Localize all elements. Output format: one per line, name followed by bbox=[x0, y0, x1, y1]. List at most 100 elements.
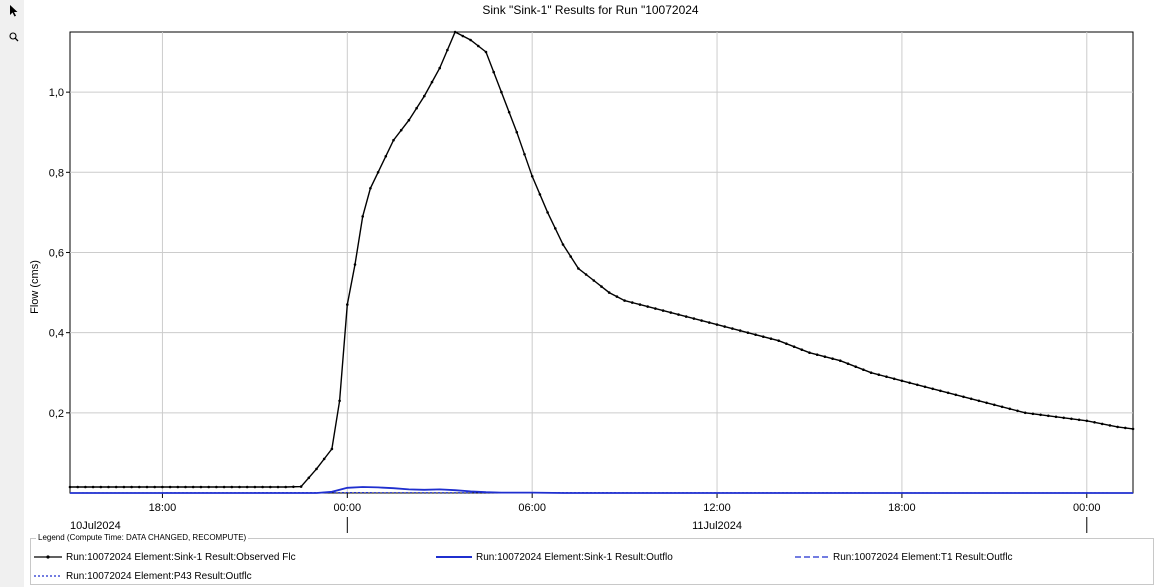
data-point bbox=[607, 291, 611, 294]
data-point bbox=[731, 327, 734, 330]
data-point bbox=[623, 299, 626, 302]
legend-label: Run:10072024 Element:P43 Result:Outflc bbox=[66, 570, 252, 582]
data-point bbox=[877, 373, 881, 377]
data-point bbox=[692, 317, 696, 320]
data-point bbox=[199, 485, 203, 489]
data-point bbox=[1031, 412, 1035, 416]
data-point bbox=[792, 345, 796, 349]
data-point bbox=[800, 348, 804, 352]
data-point bbox=[477, 44, 480, 48]
data-point bbox=[931, 387, 934, 391]
data-point bbox=[723, 325, 726, 328]
data-point bbox=[546, 211, 549, 214]
magnifier-icon[interactable] bbox=[6, 29, 22, 45]
legend-swatch-t1-outflow bbox=[795, 556, 829, 558]
data-point bbox=[600, 285, 603, 288]
data-point bbox=[145, 485, 149, 489]
data-point bbox=[500, 90, 503, 94]
x-tick-label: 18:00 bbox=[888, 502, 916, 514]
data-point bbox=[523, 153, 526, 156]
data-point bbox=[993, 403, 996, 407]
data-point bbox=[245, 485, 249, 489]
data-point bbox=[76, 485, 79, 489]
data-point bbox=[815, 353, 819, 357]
data-point bbox=[1062, 416, 1065, 420]
y-tick-label: 0,2 bbox=[49, 408, 64, 420]
data-point bbox=[715, 323, 719, 326]
data-point bbox=[492, 70, 496, 74]
data-point bbox=[469, 38, 472, 42]
data-point bbox=[846, 362, 850, 366]
data-point bbox=[446, 48, 449, 52]
data-point bbox=[138, 485, 141, 489]
data-point bbox=[677, 313, 680, 316]
data-point bbox=[1108, 424, 1112, 427]
data-point bbox=[261, 485, 264, 489]
legend-label: Run:10072024 Element:Sink-1 Result:Outfl… bbox=[476, 551, 673, 563]
legend-item-t1-outflow[interactable]: Run:10072024 Element:T1 Result:Outflc bbox=[795, 550, 1013, 564]
x-tick-label: 12:00 bbox=[703, 502, 731, 514]
data-point bbox=[777, 339, 780, 343]
data-point bbox=[1070, 417, 1073, 421]
data-point bbox=[939, 389, 942, 393]
data-point bbox=[969, 397, 973, 401]
legend-item-sink-outflow[interactable]: Run:10072024 Element:Sink-1 Result:Outfl… bbox=[436, 550, 673, 564]
data-point bbox=[461, 34, 465, 38]
data-point bbox=[353, 263, 357, 266]
data-point bbox=[346, 303, 349, 306]
data-point bbox=[307, 476, 311, 480]
data-point bbox=[484, 50, 488, 54]
data-point bbox=[191, 485, 195, 489]
y-tick-label: 0,4 bbox=[49, 328, 64, 340]
data-point bbox=[754, 333, 757, 337]
data-point bbox=[908, 381, 911, 385]
data-point bbox=[592, 279, 596, 282]
data-point bbox=[954, 393, 958, 397]
data-point bbox=[1016, 409, 1019, 413]
data-point bbox=[438, 66, 442, 70]
data-point bbox=[839, 359, 842, 363]
x-tick-label: 18:00 bbox=[149, 502, 177, 514]
data-point bbox=[646, 305, 649, 308]
y-tick-label: 0,6 bbox=[49, 247, 64, 259]
y-tick-label: 1,0 bbox=[49, 87, 64, 99]
data-point bbox=[507, 110, 511, 114]
data-point bbox=[176, 485, 180, 489]
data-point bbox=[215, 485, 218, 489]
legend-item-p43-outflow[interactable]: Run:10072024 Element:P43 Result:Outflc bbox=[34, 569, 252, 583]
data-point bbox=[91, 485, 95, 489]
data-point bbox=[1047, 414, 1050, 418]
data-point bbox=[900, 379, 904, 383]
date-label: 11Jul2024 bbox=[692, 520, 742, 532]
data-point bbox=[561, 243, 565, 246]
data-point bbox=[762, 335, 765, 339]
data-point bbox=[530, 175, 534, 178]
data-point bbox=[315, 467, 318, 471]
data-point bbox=[161, 485, 164, 489]
data-point bbox=[615, 295, 619, 298]
data-point bbox=[638, 303, 642, 306]
data-point bbox=[168, 485, 172, 489]
data-point bbox=[985, 401, 988, 405]
data-point bbox=[430, 80, 434, 84]
data-point bbox=[453, 30, 457, 34]
data-point bbox=[892, 377, 896, 381]
legend-item-observed[interactable]: Run:10072024 Element:Sink-1 Result:Obser… bbox=[34, 550, 296, 564]
data-point bbox=[569, 255, 572, 258]
data-point bbox=[1116, 425, 1119, 429]
data-point bbox=[923, 385, 927, 389]
data-point bbox=[84, 485, 87, 489]
legend-swatch-observed bbox=[34, 555, 62, 559]
data-point bbox=[322, 457, 326, 461]
cursor-arrow-icon[interactable] bbox=[6, 3, 22, 19]
data-point bbox=[885, 375, 888, 379]
data-point bbox=[738, 329, 742, 332]
data-point bbox=[1077, 418, 1081, 422]
data-point bbox=[869, 371, 873, 375]
data-point bbox=[423, 94, 426, 98]
data-point bbox=[338, 399, 341, 403]
data-point bbox=[114, 485, 118, 489]
y-tick-label: 0,8 bbox=[49, 167, 64, 179]
data-point bbox=[1039, 413, 1042, 417]
